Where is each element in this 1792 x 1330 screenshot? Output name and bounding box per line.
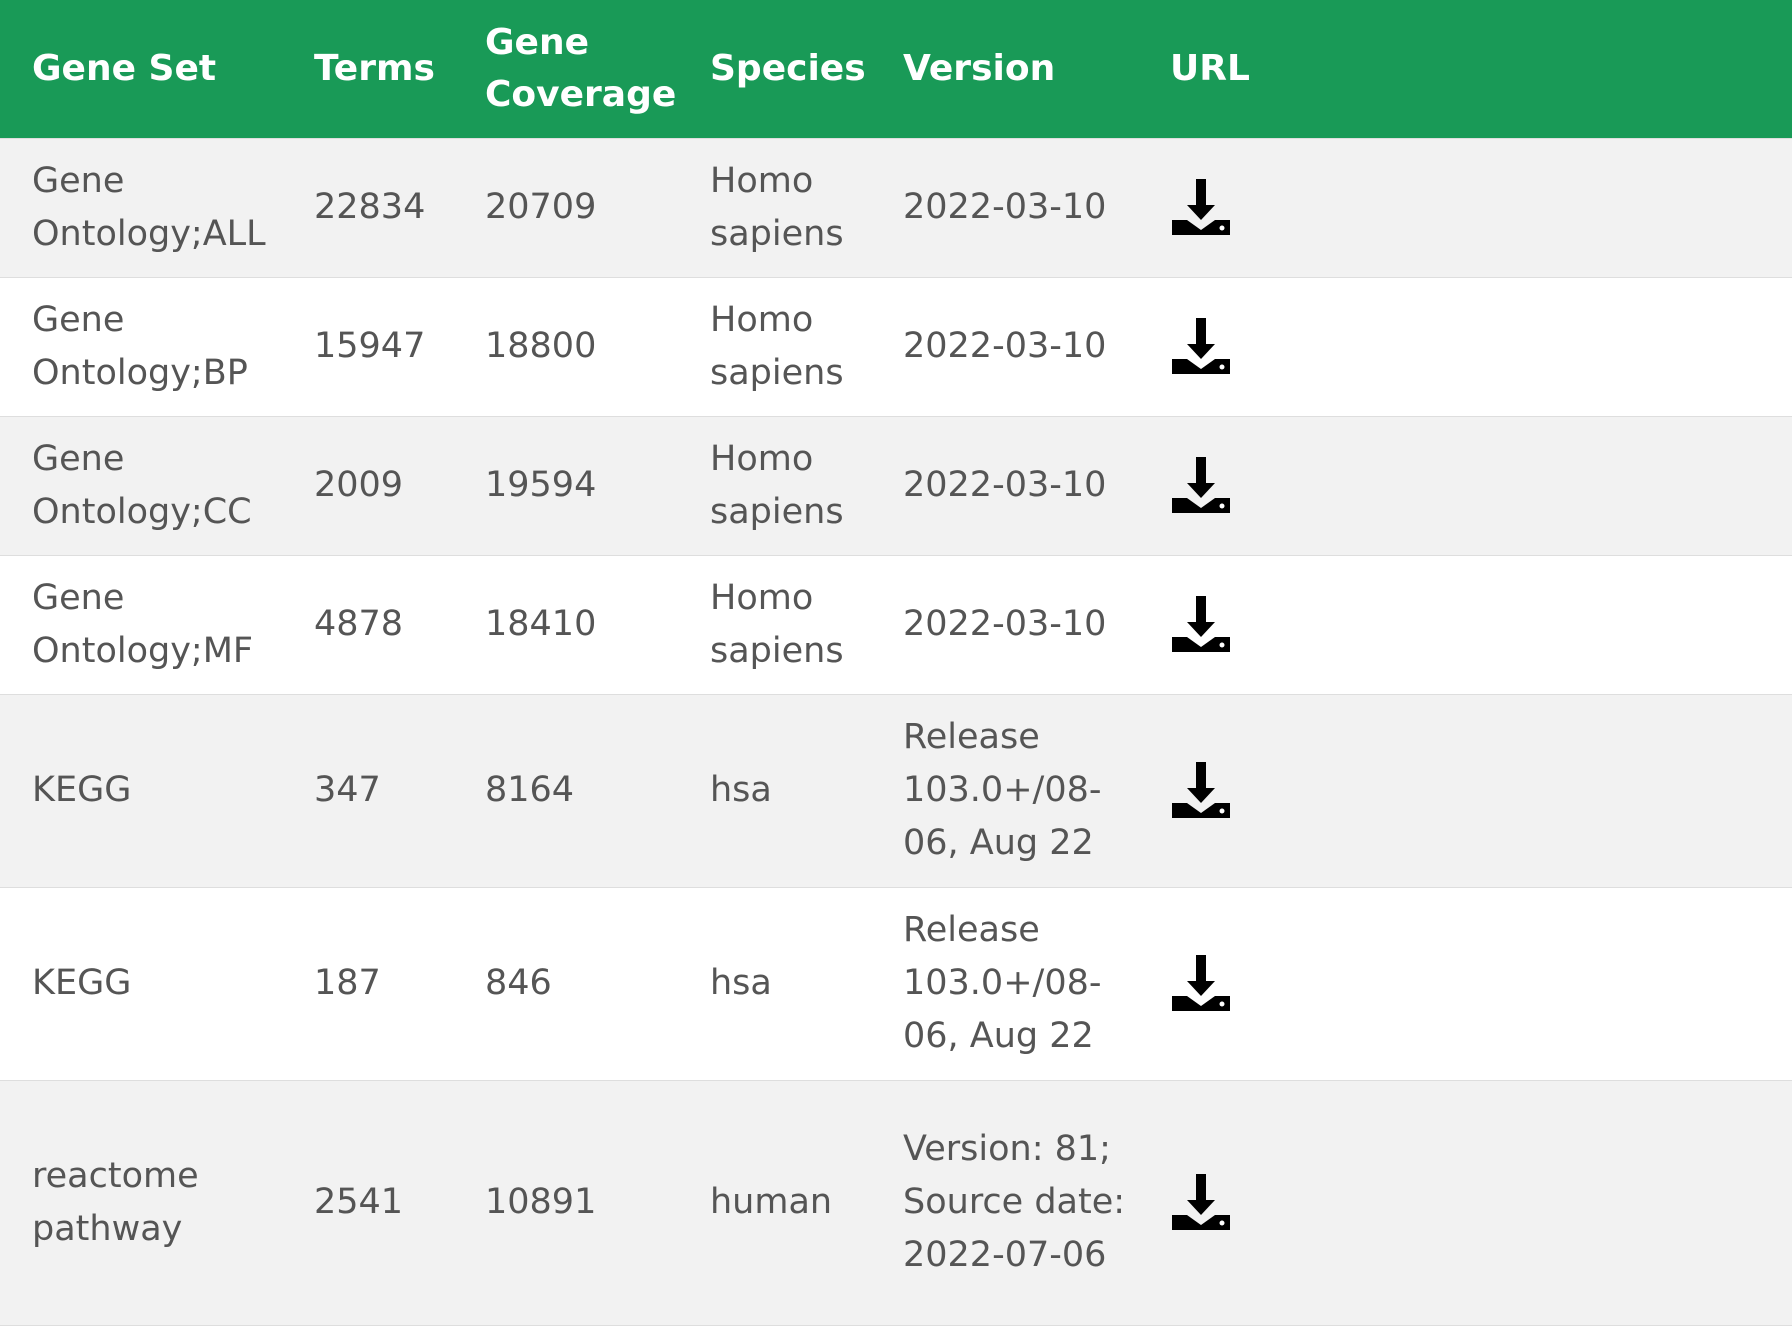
- table-header: Gene Set Terms Gene Coverage Species Ver…: [0, 0, 1792, 138]
- download-link[interactable]: [1170, 953, 1232, 1015]
- cell-species: hsa: [678, 886, 871, 1080]
- download-link[interactable]: [1170, 760, 1232, 822]
- cell-gene-set: Gene Ontology;CC: [0, 415, 282, 555]
- download-icon: [1172, 456, 1230, 513]
- download-icon: [1172, 178, 1230, 235]
- cell-url: [1138, 693, 1792, 887]
- cell-terms: 2541: [282, 1079, 453, 1326]
- cell-gene-coverage: 19594: [453, 415, 678, 555]
- cell-version: 2022-03-10: [871, 415, 1138, 555]
- cell-url: [1138, 886, 1792, 1080]
- cell-url: [1138, 554, 1792, 694]
- cell-species: Homo sapiens: [678, 137, 871, 277]
- cell-version: Version: 81; Source date: 2022-07-06: [871, 1079, 1138, 1326]
- cell-version: Release 103.0+/08-06, Aug 22: [871, 693, 1138, 887]
- cell-gene-set: KEGG: [0, 693, 282, 887]
- header-version: Version: [903, 47, 1056, 89]
- cell-terms: 347: [282, 693, 453, 887]
- cell-gene-coverage: 846: [453, 886, 678, 1080]
- download-icon: [1172, 761, 1230, 818]
- cell-gene-coverage: 10891: [453, 1079, 678, 1326]
- cell-terms: 15947: [282, 276, 453, 416]
- cell-terms: 4878: [282, 554, 453, 694]
- cell-gene-set: Gene Ontology;MF: [0, 554, 282, 694]
- cell-version: 2022-03-10: [871, 276, 1138, 416]
- header-terms: Terms: [314, 47, 435, 89]
- download-icon: [1172, 317, 1230, 374]
- cell-version: Release 103.0+/08-06, Aug 22: [871, 886, 1138, 1080]
- cell-url: [1138, 276, 1792, 416]
- cell-species: Homo sapiens: [678, 276, 871, 416]
- cell-version: 2022-03-10: [871, 554, 1138, 694]
- cell-gene-set: KEGG: [0, 886, 282, 1080]
- cell-gene-coverage: 20709: [453, 137, 678, 277]
- cell-terms: 22834: [282, 137, 453, 277]
- header-gene-coverage: Gene Coverage: [485, 21, 677, 115]
- cell-species: Homo sapiens: [678, 415, 871, 555]
- cell-version: 2022-03-10: [871, 137, 1138, 277]
- download-link[interactable]: [1170, 177, 1232, 239]
- download-icon: [1172, 954, 1230, 1011]
- header-row: Gene Set Terms Gene Coverage Species Ver…: [0, 0, 1792, 138]
- table-row: Gene Ontology;MF 4878 18410 Homo sapiens…: [0, 554, 1792, 694]
- download-link[interactable]: [1170, 455, 1232, 517]
- header-species: Species: [710, 47, 866, 89]
- header-gene-set: Gene Set: [32, 47, 217, 89]
- cell-species: human: [678, 1079, 871, 1326]
- cell-url: [1138, 137, 1792, 277]
- cell-gene-coverage: 8164: [453, 693, 678, 887]
- download-link[interactable]: [1170, 594, 1232, 656]
- cell-gene-set: Gene Ontology;ALL: [0, 137, 282, 277]
- cell-species: Homo sapiens: [678, 554, 871, 694]
- table-body: Gene Ontology;ALL 22834 20709 Homo sapie…: [0, 137, 1792, 1326]
- cell-species: hsa: [678, 693, 871, 887]
- header-url: URL: [1170, 47, 1250, 89]
- table-row: Gene Ontology;ALL 22834 20709 Homo sapie…: [0, 137, 1792, 277]
- cell-url: [1138, 1079, 1792, 1326]
- cell-url: [1138, 415, 1792, 555]
- download-link[interactable]: [1170, 1172, 1232, 1234]
- table-row: Gene Ontology;CC 2009 19594 Homo sapiens…: [0, 415, 1792, 555]
- cell-terms: 187: [282, 886, 453, 1080]
- download-icon: [1172, 1173, 1230, 1230]
- cell-gene-coverage: 18800: [453, 276, 678, 416]
- cell-terms: 2009: [282, 415, 453, 555]
- table-row: KEGG 347 8164 hsa Release 103.0+/08-06, …: [0, 693, 1792, 887]
- cell-gene-set: Gene Ontology;BP: [0, 276, 282, 416]
- table-row: KEGG 187 846 hsa Release 103.0+/08-06, A…: [0, 886, 1792, 1080]
- download-icon: [1172, 595, 1230, 652]
- table-row: reactome pathway 2541 10891 human Versio…: [0, 1079, 1792, 1326]
- download-link[interactable]: [1170, 316, 1232, 378]
- cell-gene-set: reactome pathway: [0, 1079, 282, 1326]
- cell-gene-coverage: 18410: [453, 554, 678, 694]
- table-row: Gene Ontology;BP 15947 18800 Homo sapien…: [0, 276, 1792, 416]
